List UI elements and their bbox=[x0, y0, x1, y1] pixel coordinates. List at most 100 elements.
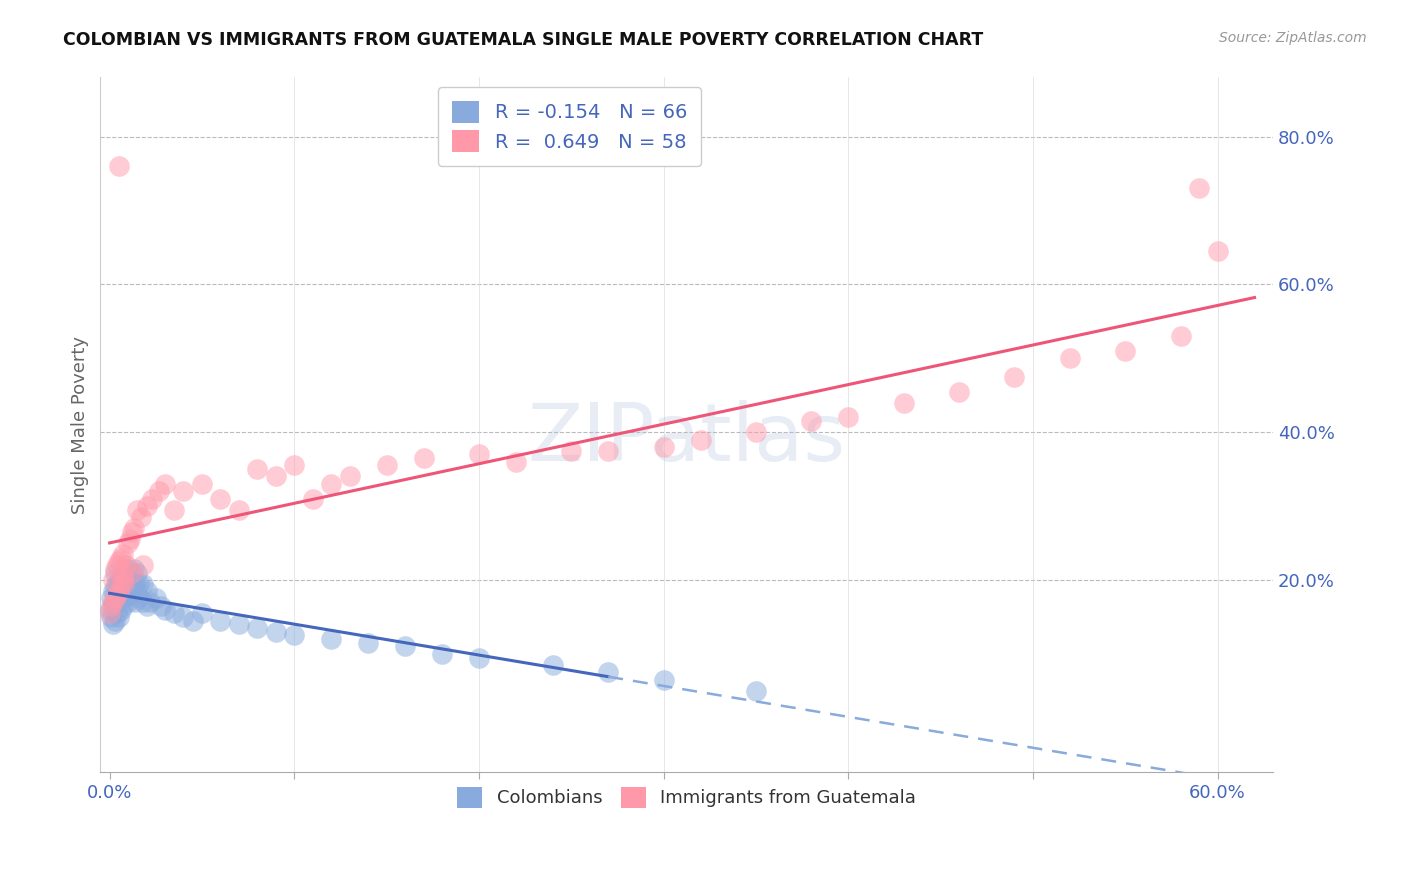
Point bbox=[103, 584, 125, 599]
Point bbox=[108, 580, 131, 594]
Point bbox=[118, 573, 141, 587]
Point bbox=[689, 433, 711, 447]
Point bbox=[145, 591, 167, 606]
Point bbox=[191, 606, 214, 620]
Point bbox=[560, 443, 582, 458]
Point bbox=[228, 502, 250, 516]
Point bbox=[321, 632, 343, 646]
Point bbox=[115, 569, 138, 583]
Point bbox=[103, 599, 125, 613]
Point bbox=[111, 573, 134, 587]
Point bbox=[117, 562, 139, 576]
Point bbox=[505, 455, 527, 469]
Point bbox=[228, 617, 250, 632]
Point bbox=[105, 588, 128, 602]
Point bbox=[1059, 351, 1081, 366]
Point bbox=[105, 606, 128, 620]
Point bbox=[246, 462, 269, 476]
Point bbox=[283, 628, 305, 642]
Point bbox=[121, 584, 143, 599]
Point bbox=[118, 533, 141, 547]
Point bbox=[100, 591, 122, 606]
Point bbox=[122, 580, 145, 594]
Point bbox=[115, 558, 138, 573]
Point bbox=[110, 584, 132, 599]
Point bbox=[301, 491, 323, 506]
Point bbox=[128, 576, 150, 591]
Point bbox=[172, 610, 194, 624]
Y-axis label: Single Male Poverty: Single Male Poverty bbox=[72, 335, 89, 514]
Point bbox=[1206, 244, 1229, 259]
Point bbox=[135, 599, 157, 613]
Point bbox=[110, 550, 132, 565]
Point bbox=[430, 647, 453, 661]
Point bbox=[103, 595, 125, 609]
Point bbox=[108, 554, 131, 568]
Point bbox=[652, 440, 675, 454]
Point bbox=[893, 395, 915, 409]
Point bbox=[112, 591, 135, 606]
Point bbox=[105, 576, 128, 591]
Point bbox=[108, 595, 131, 609]
Point bbox=[264, 624, 287, 639]
Point bbox=[598, 443, 620, 458]
Point bbox=[105, 591, 128, 606]
Point bbox=[132, 558, 155, 573]
Point bbox=[394, 640, 416, 654]
Point bbox=[110, 602, 132, 616]
Point bbox=[117, 595, 139, 609]
Point bbox=[375, 458, 398, 473]
Point bbox=[191, 476, 214, 491]
Text: ZIPatlas: ZIPatlas bbox=[527, 400, 846, 477]
Point bbox=[209, 614, 232, 628]
Point bbox=[246, 621, 269, 635]
Point bbox=[541, 657, 564, 672]
Point bbox=[148, 484, 170, 499]
Point bbox=[598, 665, 620, 680]
Text: Source: ZipAtlas.com: Source: ZipAtlas.com bbox=[1219, 31, 1367, 45]
Point bbox=[122, 562, 145, 576]
Point bbox=[837, 410, 859, 425]
Point bbox=[357, 636, 380, 650]
Point bbox=[139, 595, 162, 609]
Point bbox=[652, 673, 675, 687]
Point bbox=[110, 569, 132, 583]
Point bbox=[127, 566, 149, 580]
Point bbox=[110, 576, 132, 591]
Point bbox=[283, 458, 305, 473]
Point bbox=[412, 450, 434, 465]
Point bbox=[98, 606, 121, 620]
Point bbox=[209, 491, 232, 506]
Point bbox=[129, 510, 152, 524]
Point bbox=[1004, 369, 1026, 384]
Point bbox=[111, 599, 134, 613]
Point bbox=[172, 484, 194, 499]
Point bbox=[141, 491, 163, 506]
Point bbox=[124, 576, 146, 591]
Point bbox=[135, 584, 157, 599]
Point bbox=[112, 576, 135, 591]
Point bbox=[135, 499, 157, 513]
Point bbox=[121, 566, 143, 580]
Point bbox=[117, 536, 139, 550]
Point bbox=[104, 562, 127, 576]
Point bbox=[163, 606, 186, 620]
Point bbox=[745, 683, 768, 698]
Point bbox=[264, 469, 287, 483]
Point bbox=[112, 566, 135, 580]
Point bbox=[117, 580, 139, 594]
Point bbox=[339, 469, 361, 483]
Point bbox=[124, 595, 146, 609]
Legend: Colombians, Immigrants from Guatemala: Colombians, Immigrants from Guatemala bbox=[450, 780, 924, 815]
Point bbox=[100, 599, 122, 613]
Point bbox=[153, 476, 176, 491]
Point bbox=[104, 591, 127, 606]
Point bbox=[121, 566, 143, 580]
Point bbox=[108, 159, 131, 173]
Point bbox=[150, 599, 173, 613]
Point bbox=[112, 573, 135, 587]
Point bbox=[104, 595, 127, 609]
Point bbox=[132, 576, 155, 591]
Point bbox=[100, 610, 122, 624]
Point bbox=[1188, 181, 1211, 195]
